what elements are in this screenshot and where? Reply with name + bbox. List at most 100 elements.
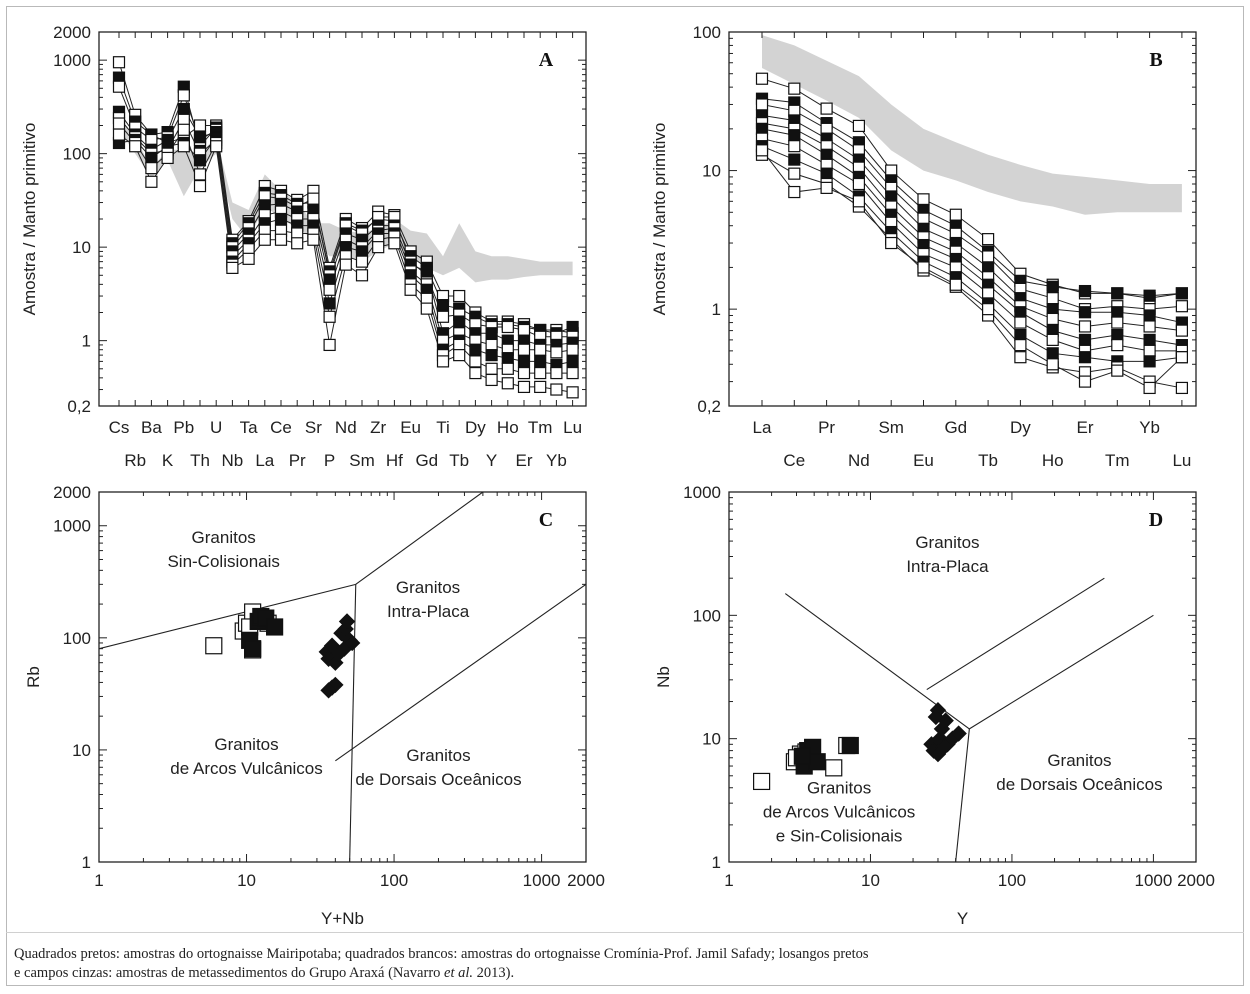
panel-a-data-point	[534, 343, 547, 356]
panel-b-data-point	[852, 119, 866, 133]
panel-a-data-point	[258, 233, 271, 246]
panel-a-data-point	[550, 366, 563, 380]
panel-a-data-point	[307, 233, 320, 246]
panel-b-data-point	[1143, 355, 1156, 368]
panel-b-data-point	[788, 185, 801, 199]
panel-a-data-point	[355, 245, 369, 258]
panel-b-data-point	[788, 153, 801, 166]
panel-d-nb-vs-y-diagram: 1 10 100 1000 2000 1 10 100 1000 Granitos Intra-Pl…	[654, 483, 1215, 928]
panel-a-data-point	[355, 255, 369, 268]
panel-a-category-label: Cs	[109, 418, 130, 437]
panel-d-field-label: de Arcos Vulcânicos	[763, 802, 915, 821]
panel-d-data-point	[808, 753, 826, 771]
panel-a-data-point	[112, 56, 126, 69]
panel-b-data-point	[1014, 306, 1027, 319]
panel-a-data-point	[420, 302, 433, 315]
panel-d-xtick-label: 100	[998, 871, 1026, 890]
panel-a-category-label: Tm	[528, 418, 553, 437]
panel-c-rb-vs-ynb-diagram: 1 10 100 1000 2000 1 10 100 1000 2000 Granitos Sin-…	[24, 483, 605, 928]
panel-a-data-point	[210, 140, 223, 153]
panel-c-plot-frame	[98, 491, 587, 863]
panel-d-field-label: Granitos	[1047, 751, 1111, 770]
panel-a-data-point	[177, 102, 190, 116]
panel-c-field-label: de Arcos Vulcânicos	[170, 759, 322, 778]
panel-a-data-point	[453, 338, 466, 352]
panel-a-data-point	[145, 175, 158, 188]
panel-a-data-point	[129, 140, 142, 153]
panel-a-category-label: Ce	[270, 418, 292, 437]
panel-d-ytick-label: 1000	[683, 483, 721, 502]
panel-c-data-point	[338, 613, 356, 630]
panel-b-category-label: Nd	[848, 451, 870, 470]
panel-a-data-point	[501, 377, 514, 390]
panel-a-category-label: Dy	[465, 418, 486, 437]
panel-a-data-point	[485, 338, 498, 352]
panel-a-category-label: Eu	[400, 418, 421, 437]
panel-b-data-point	[917, 212, 930, 225]
panel-d-y-axis-label: Nb	[654, 666, 673, 688]
panel-b-data-point	[885, 236, 898, 250]
panel-a-category-label: Y	[486, 451, 497, 470]
panel-d-field-label: Granitos	[915, 533, 979, 552]
panel-a-data-point	[291, 237, 304, 250]
panel-a-ytick-label: 100	[63, 145, 91, 164]
panel-a-category-label: Sr	[305, 418, 322, 437]
panel-d-field-boundary	[969, 614, 1154, 730]
panel-a-category-label: Nd	[335, 418, 357, 437]
panel-a-data-point	[517, 355, 531, 368]
panel-b-data-point	[1143, 344, 1156, 357]
panel-d-ytick-label: 10	[702, 730, 721, 749]
panel-b-data-point	[1143, 381, 1156, 395]
panel-d-xtick-label: 10	[861, 871, 880, 890]
panel-b-category-label: Pr	[818, 418, 835, 437]
panel-b-data-point	[1111, 328, 1124, 342]
caption-separator	[6, 932, 1244, 933]
panel-b-data-point	[981, 303, 995, 316]
panel-b-category-label: Eu	[913, 451, 934, 470]
panel-a-data-point	[517, 366, 531, 380]
panel-b-category-label: Lu	[1172, 451, 1191, 470]
panel-d-xtick-label: 2000	[1177, 871, 1215, 890]
panel-b-data-point	[1046, 347, 1059, 360]
panel-a-data-point	[534, 380, 547, 394]
panel-a-data-point	[323, 297, 336, 310]
panel-a-data-point	[517, 323, 531, 337]
panel-c-field-label: Granitos	[396, 578, 460, 597]
panel-b-data-point	[1078, 375, 1092, 388]
panel-b-data-point	[1111, 306, 1124, 319]
panel-b-data-point	[1143, 333, 1156, 346]
caption-line-2-end: 2013).	[473, 965, 515, 981]
panel-c-ytick-label: 100	[63, 629, 91, 648]
panel-a-category-label: Ba	[141, 418, 162, 437]
panel-c-field-label: Granitos	[406, 746, 470, 765]
panel-b-data-point	[1111, 364, 1124, 377]
panel-a-category-label: Zr	[370, 418, 386, 437]
panel-a-data-point	[339, 258, 352, 271]
panel-a-data-point	[177, 89, 190, 102]
panel-c-ytick-label: 2000	[53, 483, 91, 502]
panel-a-data-point	[534, 355, 547, 368]
caption-line-2-start: e campos cinzas: amostras de metassedime…	[14, 965, 445, 981]
panel-a-data-point	[469, 343, 482, 356]
panel-b-category-label: Tm	[1105, 451, 1130, 470]
panel-d-panel-letter: D	[1149, 509, 1163, 531]
panel-a-data-point	[485, 349, 498, 362]
panel-b-category-label: Yb	[1139, 418, 1160, 437]
panel-b-ytick-label: 1	[712, 300, 721, 319]
panel-b-plot-frame	[728, 31, 1197, 407]
panel-a-category-label: Pr	[289, 451, 306, 470]
panel-c-field-label: Intra-Placa	[387, 602, 470, 621]
panel-c-field-boundary	[355, 492, 484, 585]
panel-a-data-point	[404, 283, 417, 296]
panel-b-data-point	[788, 129, 801, 142]
panel-d-data-point	[841, 736, 859, 755]
panel-a-data-point	[501, 352, 514, 365]
panel-a-data-point	[177, 123, 190, 136]
panel-b-data-point	[1046, 358, 1059, 371]
panel-b-data-point	[1078, 284, 1092, 298]
panel-b-data-point	[885, 190, 898, 203]
panel-b-data-point	[981, 287, 995, 300]
panel-b-data-point	[755, 72, 769, 85]
panel-a-category-label: Nb	[222, 451, 244, 470]
panel-a-category-label: Ti	[436, 418, 450, 437]
